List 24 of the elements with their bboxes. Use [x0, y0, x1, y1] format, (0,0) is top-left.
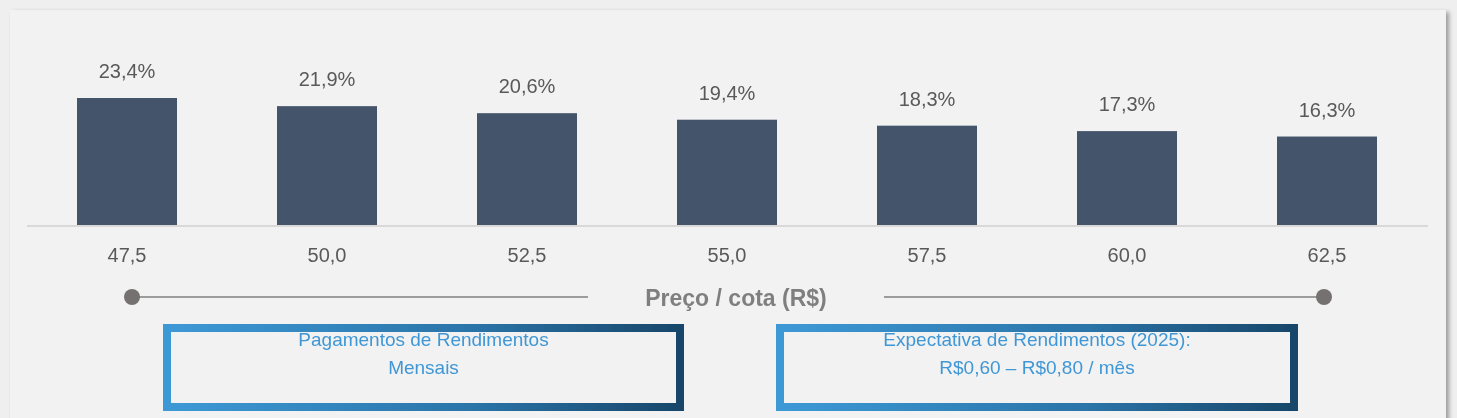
bar [477, 113, 577, 225]
x-tick-label: 57,5 [907, 244, 947, 266]
x-tick-label: 47,5 [107, 244, 147, 266]
bar [877, 125, 977, 225]
data-label: 17,3% [1098, 93, 1156, 116]
text: Expectativa de Rendimentos (2025): R$0,60 – R$0,80 / mês [883, 329, 1191, 378]
bar [1077, 131, 1177, 225]
text: Pagamentos de Rendimentos Mensais [298, 329, 549, 378]
x-tick-label: 60,0 [1107, 244, 1147, 266]
bar [77, 98, 177, 225]
x-tick-label: 52,5 [507, 244, 547, 266]
bar [1277, 136, 1377, 225]
data-label: 18,3% [898, 87, 956, 110]
data-label: 21,9% [298, 68, 356, 91]
x-tick-label: 55,0 [707, 244, 747, 266]
bar [277, 106, 377, 225]
bar [677, 119, 777, 225]
data-label: 16,3% [1298, 98, 1356, 121]
data-label: 19,4% [698, 81, 756, 104]
data-label: 20,6% [498, 75, 556, 98]
data-label: 23,4% [98, 60, 156, 82]
x-tick-label: 62,5 [1307, 244, 1347, 266]
x-tick-label: 50,0 [307, 244, 347, 266]
x-axis-title: Preço / cota (R$) [645, 285, 827, 311]
